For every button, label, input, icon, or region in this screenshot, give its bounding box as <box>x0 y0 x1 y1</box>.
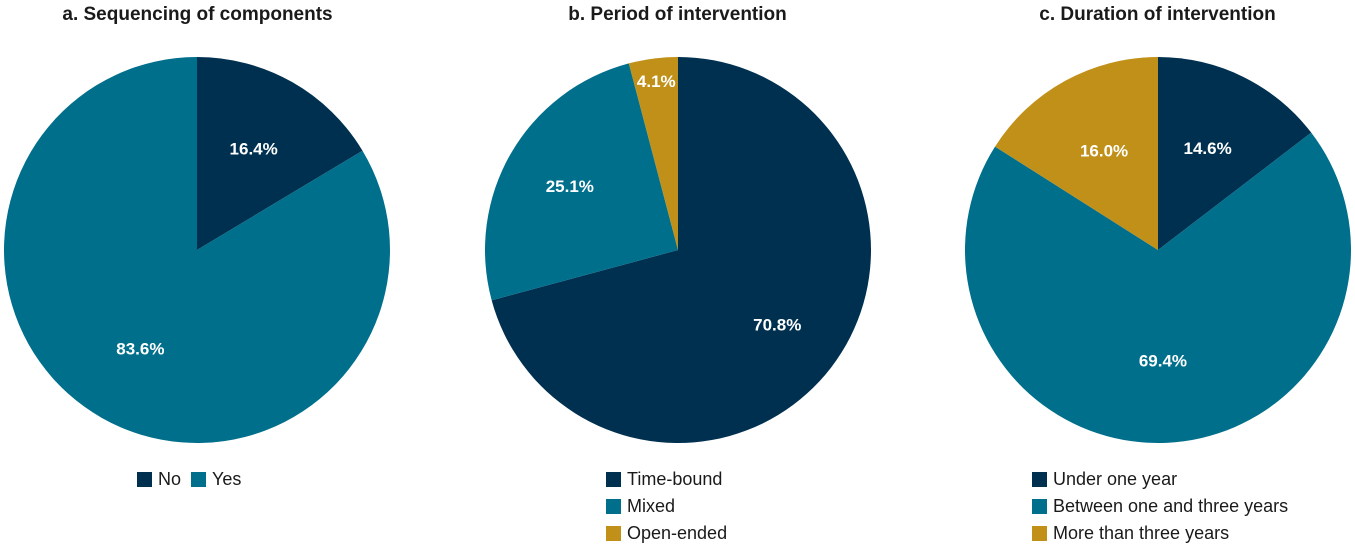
legend-item-open-ended: Open-ended <box>606 520 727 547</box>
chart-title: c. Duration of intervention <box>1039 4 1276 25</box>
legend-label: Between one and three years <box>1053 496 1289 516</box>
pie-slice-mixed <box>485 63 678 301</box>
pie-slice-between-one-and-three-years <box>965 132 1351 444</box>
data-label-more-than-three-years: 16.0% <box>1080 141 1128 160</box>
legend-swatch <box>606 526 621 541</box>
pie-slice-yes <box>3 57 390 444</box>
legend-swatch <box>606 472 621 487</box>
legend-item-mixed: Mixed <box>606 493 727 520</box>
legend-item-under-one-year: Under one year <box>1032 466 1288 493</box>
legend-item-time-bound: Time-bound <box>606 466 727 493</box>
legend-label: Yes <box>212 469 242 489</box>
data-label-no: 16.4% <box>230 139 278 158</box>
legend-swatch <box>137 472 152 487</box>
chart-panel-sequencing: a. Sequencing of components <box>0 0 395 554</box>
data-label-mixed: 25.1% <box>546 177 594 196</box>
legend-swatch <box>1032 472 1047 487</box>
legend-swatch <box>1032 499 1047 514</box>
legend-item-yes: Yes <box>191 466 241 493</box>
legend-label: Time-bound <box>627 469 723 489</box>
legend-swatch <box>606 499 621 514</box>
legend-swatch <box>191 472 207 487</box>
pie-slice-under-one-year <box>1158 57 1312 250</box>
chart-panel-period: b. Period of intervention <box>485 0 870 554</box>
legend-sequencing: No Yes <box>137 466 251 493</box>
legend-label: Open-ended <box>627 523 728 543</box>
legend-label: No <box>158 469 182 489</box>
data-label-open-ended: 4.1% <box>637 72 676 91</box>
legend-swatch <box>1032 526 1047 541</box>
data-label-time-bound: 70.8% <box>753 315 801 334</box>
legend-label: More than three years <box>1053 523 1230 543</box>
chart-title: a. Sequencing of components <box>62 4 333 25</box>
pie-slice-more-than-three-years <box>995 57 1158 250</box>
data-label-yes: 83.6% <box>116 340 164 359</box>
legend-period: Time-bound Mixed Open-ended <box>606 466 727 547</box>
legend-duration: Under one year Between one and three yea… <box>1032 466 1288 547</box>
pie-slice-no <box>197 57 363 250</box>
data-label-between-one-and-three-years: 69.4% <box>1139 351 1187 370</box>
chart-panel-duration: c. Duration of intervention <box>960 0 1355 554</box>
legend-item-more-than-three-years: More than three years <box>1032 520 1288 547</box>
legend-item-no: No <box>137 466 181 493</box>
legend-label: Mixed <box>627 496 676 516</box>
data-label-under-one-year: 14.6% <box>1183 139 1231 158</box>
chart-title: b. Period of intervention <box>568 4 787 25</box>
pie-slice-time-bound <box>491 57 871 443</box>
legend-label: Under one year <box>1053 469 1178 489</box>
pie-slice-open-ended <box>628 57 678 250</box>
legend-item-between-one-and-three-years: Between one and three years <box>1032 493 1288 520</box>
